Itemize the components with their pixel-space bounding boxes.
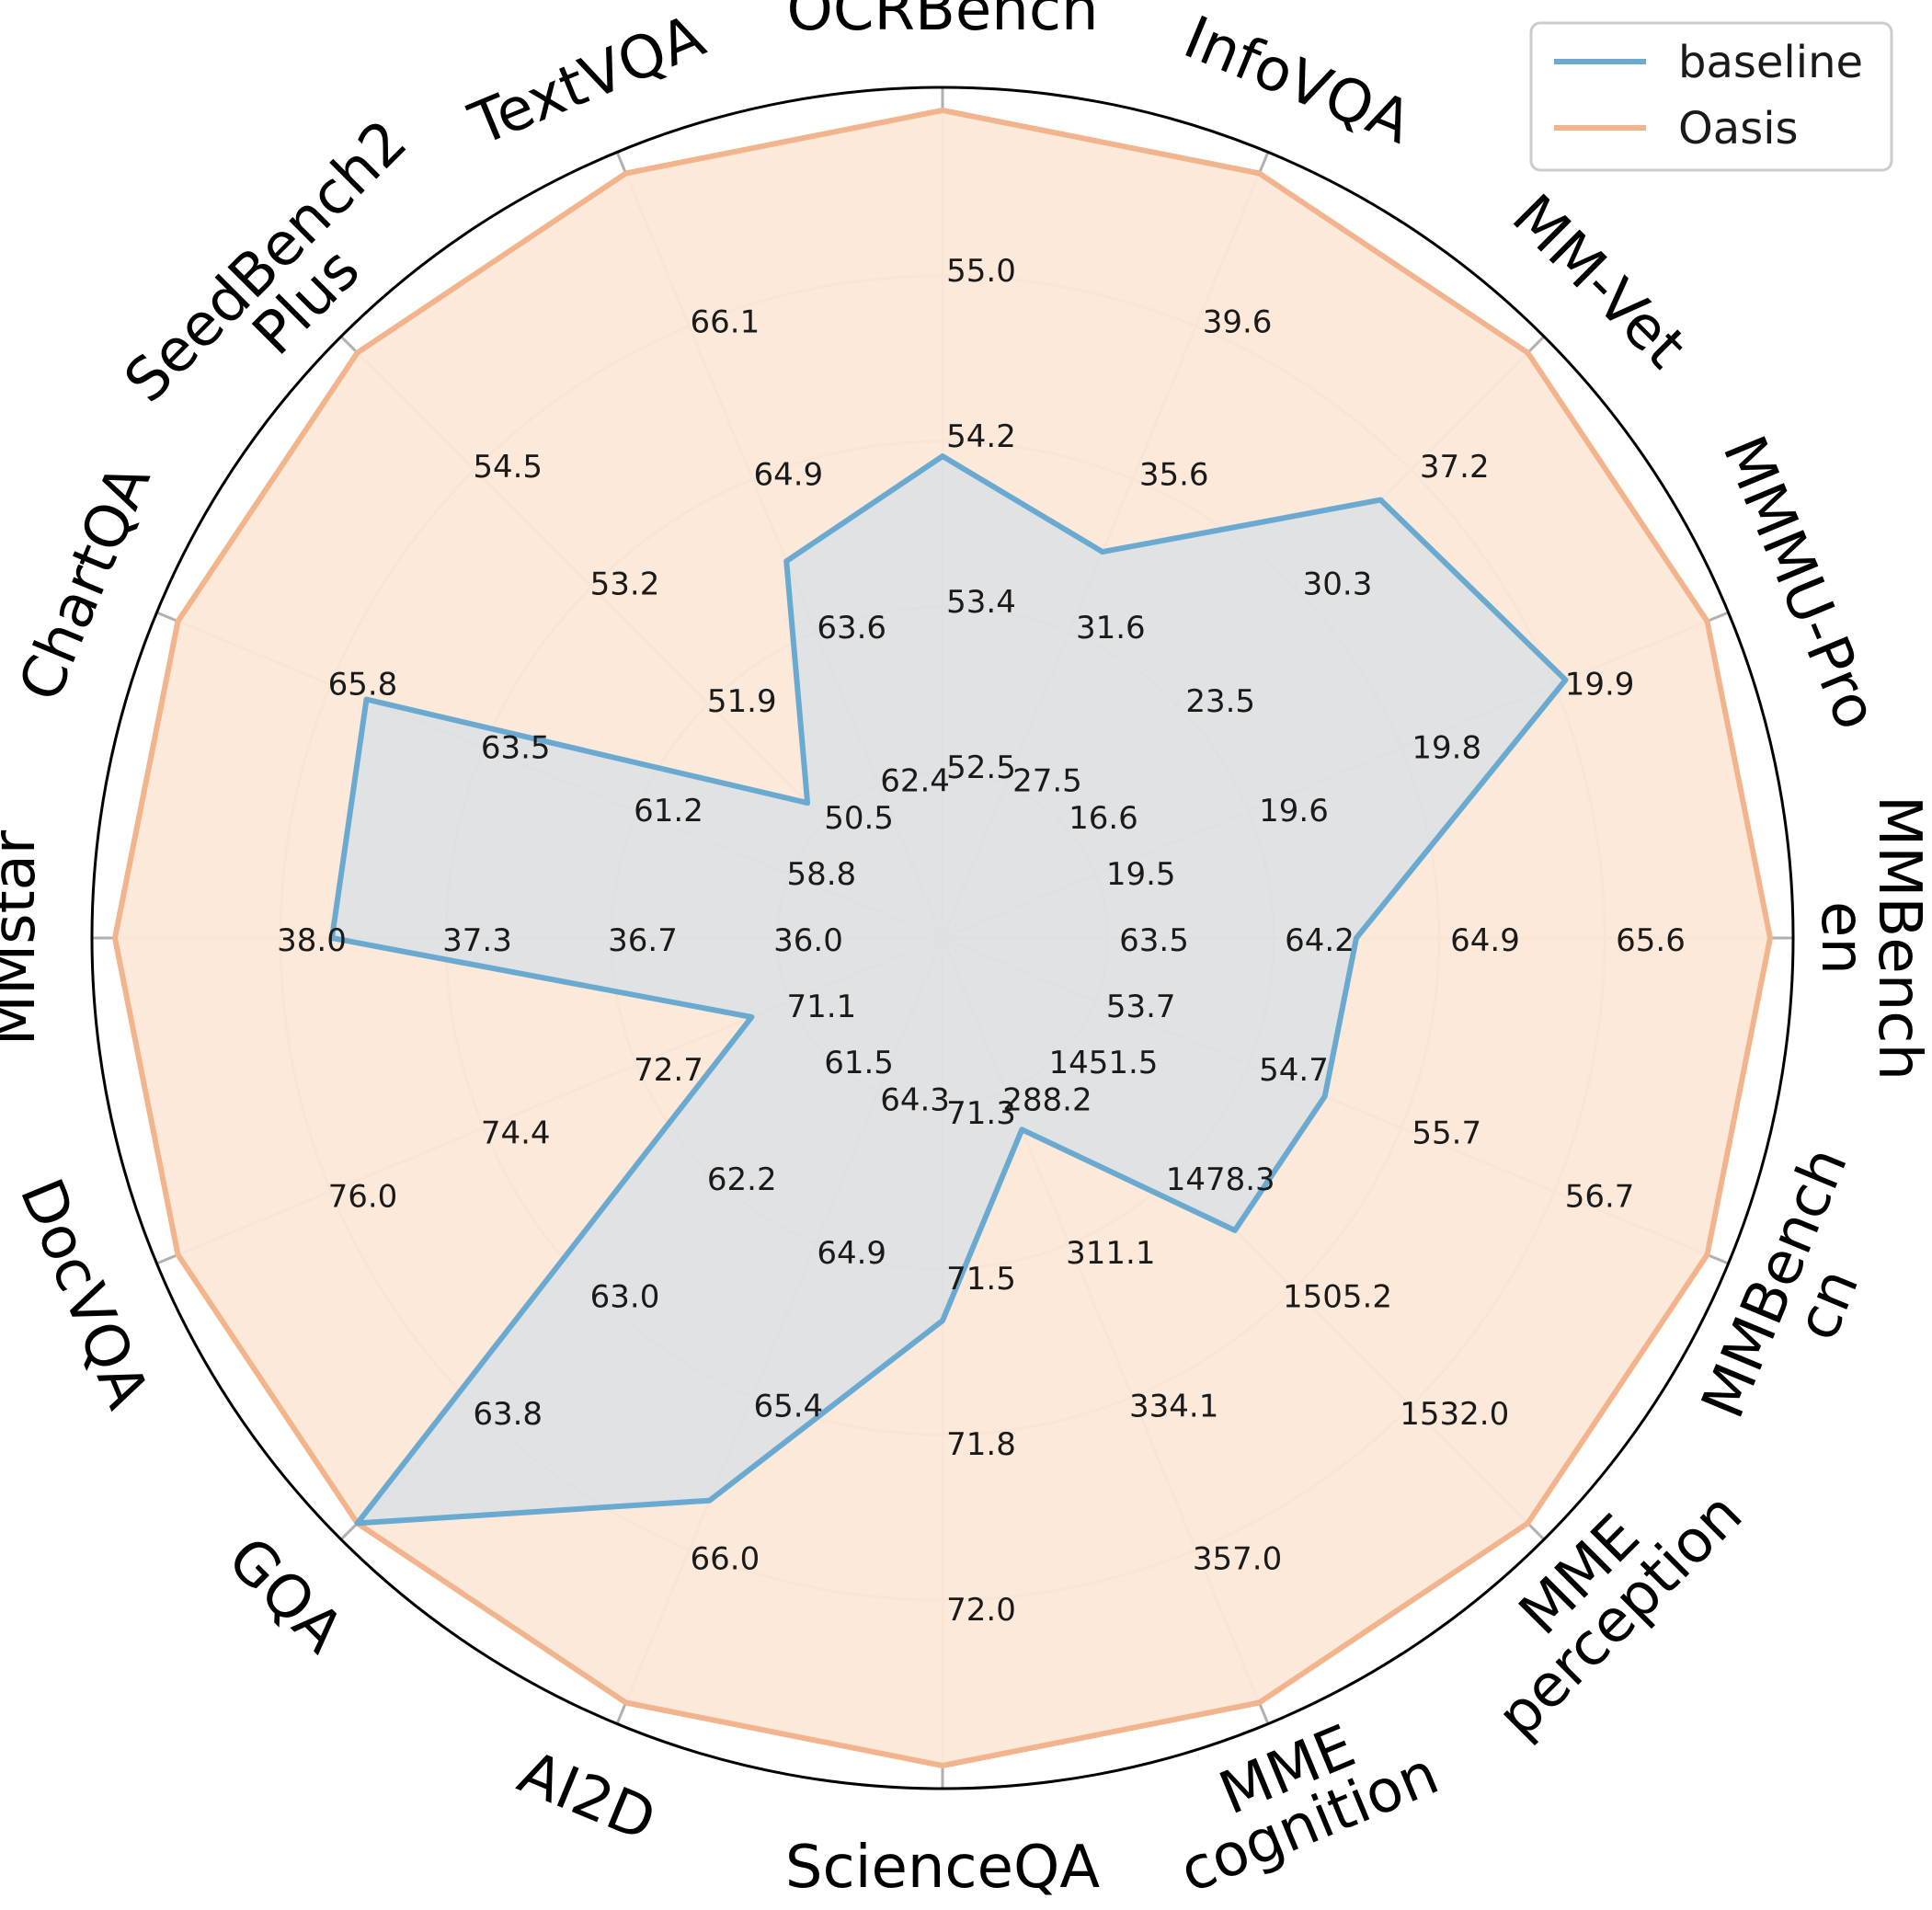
tick-label: 36.0 <box>773 922 843 959</box>
tick-label: 65.4 <box>753 1388 823 1424</box>
axis-label: OCRBench <box>786 0 1098 44</box>
axis-label: GQA <box>214 1525 356 1666</box>
tick-label: 71.3 <box>946 1095 1016 1132</box>
tick-label: 61.2 <box>634 793 703 829</box>
tick-label: 53.2 <box>590 566 660 603</box>
tick-label: 65.8 <box>328 666 398 703</box>
tick-label: 1451.5 <box>1048 1045 1158 1081</box>
tick-label: 54.2 <box>946 418 1016 455</box>
axis-label-group: TextVQA <box>460 2 714 159</box>
tick-label: 334.1 <box>1129 1388 1218 1424</box>
tick-label: 19.5 <box>1106 856 1176 893</box>
tick-label: 16.6 <box>1069 800 1138 837</box>
tick-label: 19.8 <box>1412 729 1481 766</box>
tick-label: 72.7 <box>634 1052 703 1089</box>
axis-label: MMMU-Pro <box>1709 427 1890 739</box>
tick-label: 62.2 <box>707 1161 777 1198</box>
axis-label-group: MMMU-Pro <box>1709 427 1890 739</box>
radar-tick-labels: 52.5 53.4 54.2 55.0 27.5 31.6 35.6 39.6 16.6 23.5… <box>277 253 1686 1629</box>
tick-label: 53.4 <box>946 584 1016 621</box>
axis-label: MMBench <box>1865 795 1932 1081</box>
tick-label: 62.4 <box>880 762 950 799</box>
axis-label: AI2D <box>509 1739 664 1856</box>
tick-label: 65.6 <box>1616 922 1686 959</box>
tick-label: 64.9 <box>1450 922 1520 959</box>
tick-label: 1532.0 <box>1400 1396 1509 1433</box>
series-area-baseline <box>332 456 1566 1524</box>
axis-label-group: ScienceQA <box>785 1834 1100 1902</box>
axis-label: ScienceQA <box>785 1834 1100 1902</box>
tick-label: 71.8 <box>946 1426 1016 1463</box>
tick-label: 66.0 <box>691 1541 760 1578</box>
radar-series <box>112 108 1773 1768</box>
legend-label-baseline: baseline <box>1678 37 1863 88</box>
tick-label: 35.6 <box>1139 457 1209 494</box>
legend-label-oasis: Oasis <box>1678 103 1799 154</box>
tick-label: 64.2 <box>1285 922 1355 959</box>
tick-label: 63.5 <box>1119 922 1189 959</box>
tick-label: 74.4 <box>481 1115 551 1152</box>
tick-label: 61.5 <box>824 1045 894 1081</box>
tick-label: 64.3 <box>880 1082 950 1119</box>
axis-label: InfoVQA <box>1174 4 1421 158</box>
axis-label: ChartQA <box>6 455 165 711</box>
tick-label: 76.0 <box>328 1179 398 1216</box>
tick-label: 71.5 <box>946 1261 1016 1298</box>
tick-label: 52.5 <box>946 749 1016 786</box>
tick-label: 1505.2 <box>1283 1278 1392 1315</box>
tick-label: 63.8 <box>473 1396 543 1433</box>
tick-label: 72.0 <box>946 1592 1016 1629</box>
tick-label: 54.5 <box>473 449 543 486</box>
tick-label: 311.1 <box>1066 1235 1155 1272</box>
tick-label: 19.9 <box>1565 666 1635 703</box>
axis-label-group: OCRBench <box>786 0 1098 44</box>
series-line-baseline <box>329 453 1569 1527</box>
tick-label: 50.5 <box>824 800 894 837</box>
tick-label: 30.3 <box>1303 566 1373 603</box>
chart-legend: baseline Oasis <box>1529 21 1893 172</box>
tick-label: 63.5 <box>481 729 551 766</box>
tick-label: 37.2 <box>1420 449 1490 486</box>
tick-label: 55.7 <box>1412 1115 1481 1152</box>
tick-label: 19.6 <box>1259 793 1329 829</box>
tick-label: 38.0 <box>277 922 347 959</box>
tick-label: 71.1 <box>786 989 856 1025</box>
tick-label: 39.6 <box>1203 303 1273 340</box>
axis-label: en <box>1808 901 1876 975</box>
axis-label-group: AI2D <box>509 1739 664 1856</box>
tick-label: 37.3 <box>442 922 512 959</box>
tick-label: 27.5 <box>1012 762 1082 799</box>
tick-label: 63.0 <box>590 1278 660 1315</box>
axis-label-group: ChartQA <box>6 455 165 711</box>
tick-label: 56.7 <box>1565 1179 1635 1216</box>
tick-label: 357.0 <box>1193 1541 1282 1578</box>
axis-label-group: GQA <box>214 1525 356 1666</box>
axis-label: MMstar <box>0 829 49 1046</box>
tick-label: 288.2 <box>1002 1082 1092 1119</box>
axis-label: DocVQA <box>6 1170 162 1418</box>
tick-label: 55.0 <box>946 253 1016 290</box>
tick-label: 51.9 <box>707 683 777 720</box>
tick-label: 23.5 <box>1185 683 1255 720</box>
tick-label: 64.9 <box>753 457 823 494</box>
series-line-oasis <box>112 108 1773 1768</box>
tick-label: 66.1 <box>691 303 760 340</box>
tick-label: 36.7 <box>608 922 678 959</box>
tick-label: 63.6 <box>817 610 886 646</box>
axis-label-group: MMstar <box>0 829 49 1046</box>
tick-label: 64.9 <box>817 1235 886 1272</box>
tick-label: 54.7 <box>1259 1052 1329 1089</box>
tick-label: 53.7 <box>1106 989 1176 1025</box>
axis-label-group: InfoVQA <box>1174 4 1421 158</box>
axis-label-group: DocVQA <box>6 1170 162 1418</box>
tick-label: 1478.3 <box>1166 1161 1275 1198</box>
tick-label: 31.6 <box>1076 610 1146 646</box>
tick-label: 58.8 <box>786 856 856 893</box>
radar-frame <box>90 86 1795 1790</box>
axis-label: TextVQA <box>460 2 714 159</box>
